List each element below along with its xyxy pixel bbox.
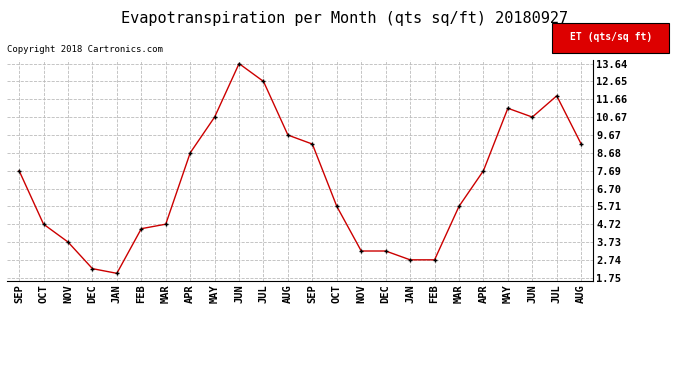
Text: Evapotranspiration per Month (qts sq/ft) 20180927: Evapotranspiration per Month (qts sq/ft)… xyxy=(121,11,569,26)
Point xyxy=(331,203,342,209)
Point xyxy=(258,78,269,84)
Text: ET (qts/sq ft): ET (qts/sq ft) xyxy=(569,33,652,42)
Point xyxy=(356,248,367,254)
Point xyxy=(185,150,196,156)
Point xyxy=(87,266,98,272)
Point xyxy=(307,141,318,147)
Point xyxy=(502,105,513,111)
Point xyxy=(38,221,49,227)
Point xyxy=(160,221,171,227)
Point xyxy=(380,248,391,254)
Text: Copyright 2018 Cartronics.com: Copyright 2018 Cartronics.com xyxy=(7,45,163,54)
Point xyxy=(209,114,220,120)
Point xyxy=(478,168,489,174)
Point xyxy=(136,226,147,232)
Point xyxy=(404,257,415,263)
Point xyxy=(63,239,74,245)
Point xyxy=(526,114,538,120)
Point xyxy=(282,132,293,138)
Point xyxy=(575,141,586,147)
Point xyxy=(551,93,562,99)
Point xyxy=(453,203,464,209)
Point xyxy=(429,257,440,263)
Point xyxy=(233,61,244,67)
Point xyxy=(111,270,122,276)
Point xyxy=(14,168,25,174)
